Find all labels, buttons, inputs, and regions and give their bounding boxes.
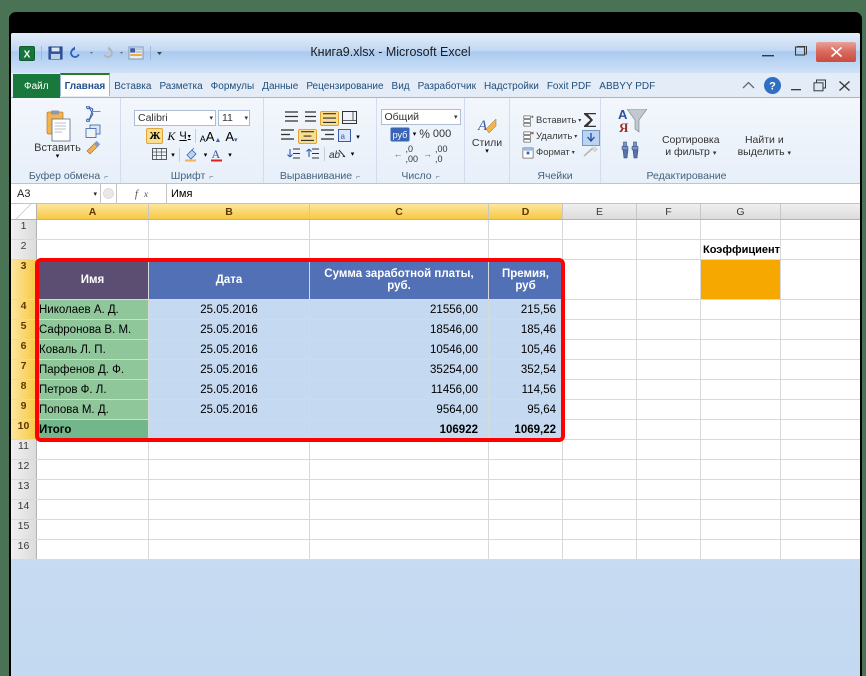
svg-text:a: a <box>341 132 346 141</box>
svg-text:руб: руб <box>392 130 407 140</box>
svg-text:A: A <box>477 118 488 134</box>
svg-text:A: A <box>212 147 221 161</box>
svg-text:?: ? <box>769 81 776 93</box>
svg-text:ab: ab <box>329 150 341 161</box>
